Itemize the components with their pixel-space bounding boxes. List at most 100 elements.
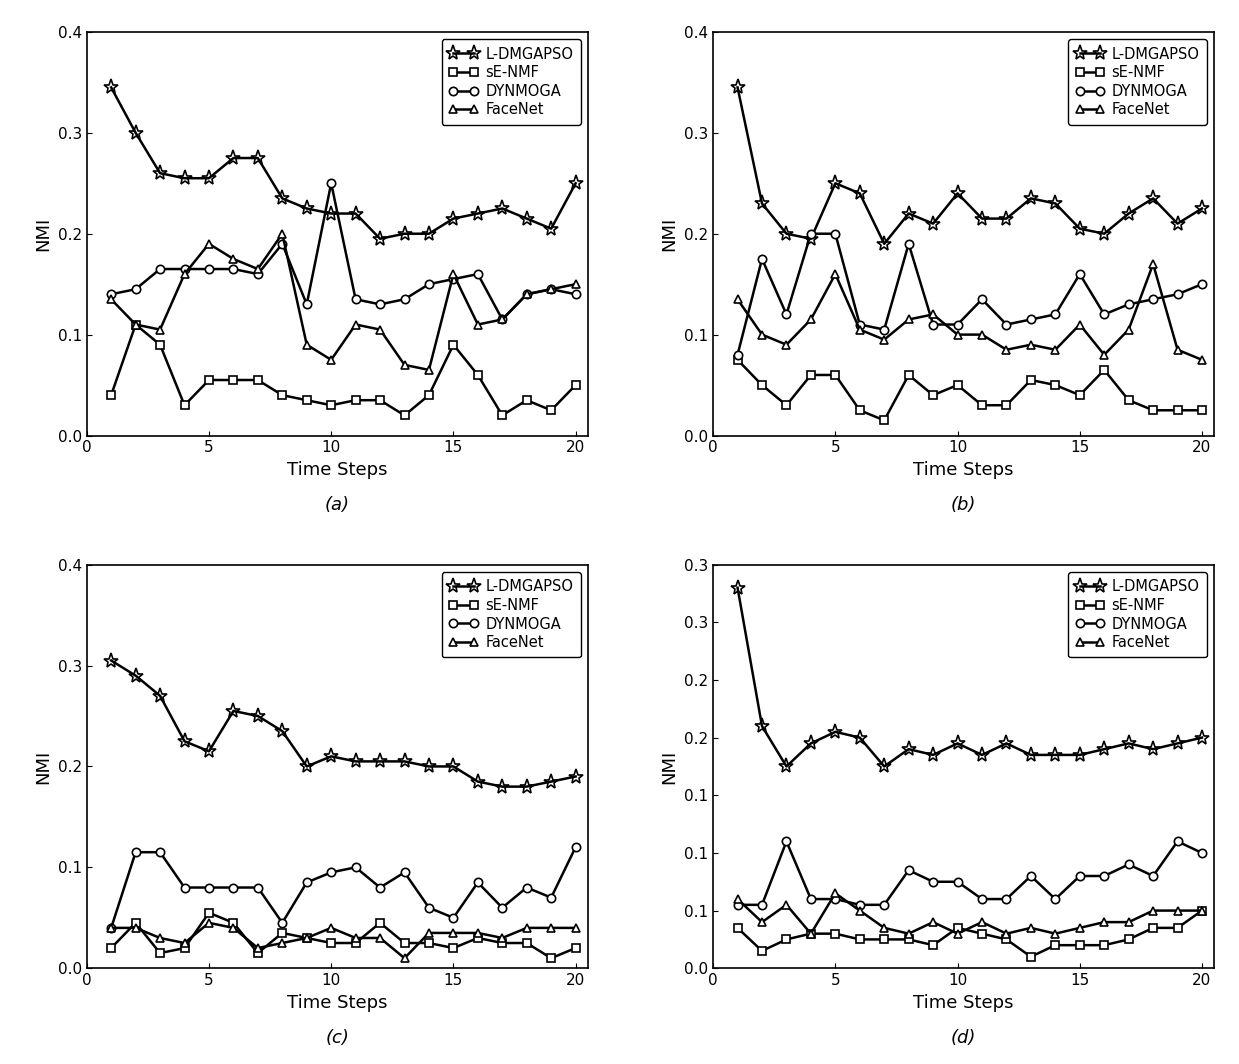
L-DMGAPSO	[926, 217, 940, 230]
sE-NMF	[950, 921, 965, 934]
L-DMGAPSO	[202, 172, 217, 185]
sE-NMF	[104, 942, 119, 954]
DYNMOGA	[779, 835, 794, 848]
DYNMOGA	[348, 861, 363, 874]
L-DMGAPSO	[1194, 731, 1209, 744]
DYNMOGA	[828, 228, 843, 240]
L-DMGAPSO	[225, 704, 240, 717]
FaceNet	[544, 283, 559, 296]
FaceNet	[1072, 318, 1087, 331]
Line: sE-NMF: sE-NMF	[733, 907, 1206, 961]
DYNMOGA	[202, 263, 217, 276]
DYNMOGA	[1121, 298, 1136, 311]
sE-NMF	[975, 399, 990, 412]
DYNMOGA	[828, 893, 843, 905]
DYNMOGA	[225, 263, 240, 276]
Line: FaceNet: FaceNet	[107, 230, 580, 375]
Line: sE-NMF: sE-NMF	[107, 909, 580, 962]
L-DMGAPSO	[519, 212, 534, 225]
DYNMOGA	[177, 263, 192, 276]
sE-NMF	[348, 394, 363, 406]
Line: sE-NMF: sE-NMF	[733, 355, 1206, 425]
DYNMOGA	[519, 881, 534, 894]
DYNMOGA	[250, 881, 265, 894]
L-DMGAPSO	[1170, 217, 1184, 230]
L-DMGAPSO	[128, 669, 142, 682]
DYNMOGA	[544, 283, 559, 296]
L-DMGAPSO	[471, 776, 486, 788]
Text: (b): (b)	[952, 496, 976, 514]
sE-NMF	[999, 399, 1014, 412]
Y-axis label: NMI: NMI	[660, 217, 679, 251]
sE-NMF	[803, 368, 818, 381]
L-DMGAPSO	[544, 776, 559, 788]
FaceNet	[128, 921, 142, 934]
DYNMOGA	[1146, 293, 1161, 305]
FaceNet	[1048, 927, 1063, 940]
L-DMGAPSO	[852, 187, 867, 200]
FaceNet	[250, 263, 265, 276]
sE-NMF	[779, 933, 794, 946]
FaceNet	[494, 313, 509, 326]
sE-NMF	[1023, 950, 1038, 963]
FaceNet	[803, 313, 818, 326]
FaceNet	[152, 323, 167, 336]
DYNMOGA	[225, 881, 240, 894]
X-axis label: Time Steps: Time Steps	[287, 994, 388, 1012]
DYNMOGA	[926, 318, 940, 331]
FaceNet	[396, 952, 411, 965]
L-DMGAPSO	[1048, 749, 1063, 762]
FaceNet	[471, 318, 486, 331]
sE-NMF	[300, 394, 315, 406]
L-DMGAPSO	[250, 152, 265, 165]
DYNMOGA	[275, 237, 290, 250]
sE-NMF	[104, 388, 119, 401]
DYNMOGA	[1121, 858, 1136, 870]
DYNMOGA	[446, 272, 461, 285]
DYNMOGA	[926, 876, 940, 888]
sE-NMF	[1023, 373, 1038, 386]
L-DMGAPSO	[950, 187, 965, 200]
sE-NMF	[275, 927, 290, 940]
L-DMGAPSO	[373, 755, 388, 768]
DYNMOGA	[755, 252, 769, 265]
FaceNet	[901, 313, 916, 326]
L-DMGAPSO	[152, 167, 167, 180]
sE-NMF	[1146, 921, 1161, 934]
FaceNet	[275, 936, 290, 949]
FaceNet	[1097, 916, 1111, 929]
Line: L-DMGAPSO: L-DMGAPSO	[104, 80, 584, 247]
DYNMOGA	[1023, 313, 1038, 326]
sE-NMF	[1121, 394, 1136, 406]
DYNMOGA	[877, 898, 892, 911]
sE-NMF	[730, 353, 745, 366]
DYNMOGA	[373, 298, 388, 311]
DYNMOGA	[471, 268, 486, 281]
sE-NMF	[250, 373, 265, 386]
FaceNet	[1121, 323, 1136, 336]
DYNMOGA	[852, 898, 867, 911]
L-DMGAPSO	[275, 725, 290, 737]
DYNMOGA	[1048, 309, 1063, 321]
L-DMGAPSO	[323, 207, 338, 220]
Line: sE-NMF: sE-NMF	[107, 320, 580, 419]
L-DMGAPSO	[373, 232, 388, 245]
DYNMOGA	[275, 916, 290, 929]
L-DMGAPSO	[446, 212, 461, 225]
FaceNet	[494, 932, 509, 945]
L-DMGAPSO	[803, 737, 818, 750]
sE-NMF	[152, 947, 167, 960]
sE-NMF	[950, 379, 965, 392]
sE-NMF	[373, 394, 388, 406]
FaceNet	[396, 359, 411, 371]
FaceNet	[348, 318, 363, 331]
DYNMOGA	[730, 898, 745, 911]
sE-NMF	[225, 373, 240, 386]
L-DMGAPSO	[950, 737, 965, 750]
DYNMOGA	[901, 237, 916, 250]
FaceNet	[803, 927, 818, 940]
FaceNet	[177, 268, 192, 281]
L-DMGAPSO	[128, 127, 142, 139]
L-DMGAPSO	[999, 212, 1014, 225]
L-DMGAPSO	[446, 760, 461, 772]
